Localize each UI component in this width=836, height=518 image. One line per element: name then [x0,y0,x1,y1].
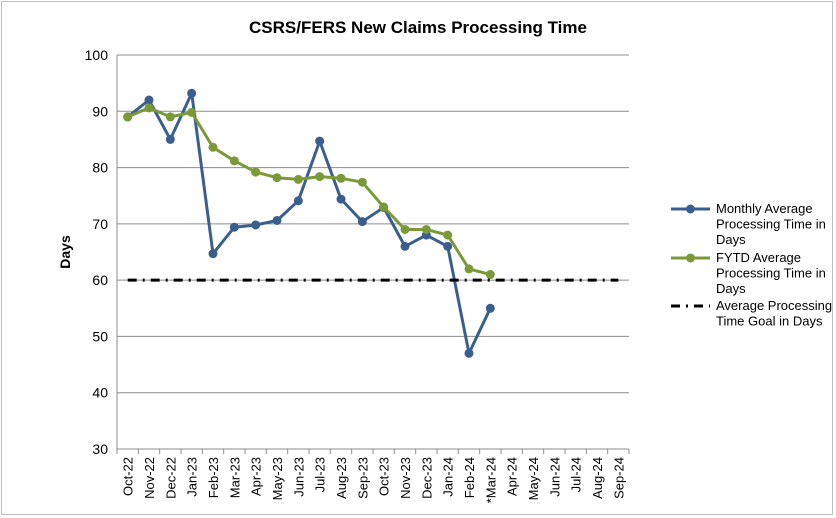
x-tick-label-may-24: May-24 [526,457,541,500]
series-line [127,106,491,276]
data-point [251,220,261,230]
data-point [357,217,367,227]
x-tick-label-nov-23: Nov-23 [398,457,413,499]
data-point [315,136,325,146]
data-point [357,177,367,187]
series-2 [123,103,495,280]
data-point [187,107,197,117]
series-line [126,91,492,355]
x-tick-label-dec-22: Dec-22 [163,457,178,499]
x-tick-label-sep-24: Sep-24 [611,457,626,499]
x-tick-label-jul-23: Jul-23 [313,457,328,492]
data-point [443,230,453,240]
data-point [123,112,133,122]
data-point [379,202,389,212]
legend-label: Time Goal in Days [716,314,823,329]
x-tick-label-jun-23: Jun-23 [291,457,306,497]
chart-title: CSRS/FERS New Claims Processing Time [249,18,587,37]
legend-label: Monthly Average [716,201,813,216]
data-point [251,167,261,177]
x-tick-label-sep-23: Sep-23 [355,457,370,499]
data-point [144,103,154,113]
data-point [293,196,303,206]
x-tick-label-nov-22: Nov-22 [142,457,157,499]
data-point [464,348,474,358]
x-tick-label-jul-24: Jul-24 [569,457,584,492]
legend-marker [686,253,695,263]
y-tick-label-50: 50 [92,328,108,344]
x-tick-label-jan-24: Jan-24 [441,457,456,497]
y-tick-label-30: 30 [92,441,108,457]
data-point [165,134,175,144]
data-point [400,224,410,234]
x-tick-label-dec-23: Dec-23 [419,457,434,499]
legend-label: Processing Time in [716,266,826,281]
x-tick-label-may-23: May-23 [270,457,285,500]
x-tick-label-apr-23: Apr-23 [249,457,264,496]
y-tick-label-80: 80 [92,160,108,176]
data-point [165,112,175,122]
x-tick-label-mar-23: Mar-23 [227,457,242,498]
data-point [464,264,474,274]
y-tick-label-70: 70 [92,216,108,232]
legend-label: Days [716,281,746,296]
data-point [315,172,325,182]
y-tick-label-60: 60 [92,272,108,288]
x-tick-label-aug-24: Aug-24 [590,457,605,499]
data-point [485,303,495,313]
data-point [485,270,495,280]
x-tick-label-jun-24: Jun-24 [547,457,562,497]
data-point [336,173,346,183]
data-point [400,241,410,251]
x-tick-label-feb-24: Feb-24 [462,457,477,498]
series-1 [123,88,495,358]
data-point [336,194,346,204]
x-tick-label-oct-23: Oct-23 [377,457,392,496]
legend-marker [686,204,695,214]
x-tick-label-apr-24: Apr-24 [505,457,520,496]
data-point [272,173,282,183]
y-axis-label: Days [57,235,73,269]
y-tick-label-100: 100 [85,47,109,63]
data-point [187,88,197,98]
x-tick-label-jan-23: Jan-23 [185,457,200,497]
x-tick-label-aug-23: Aug-23 [334,457,349,499]
data-point [144,95,154,105]
x-tick-label-feb-23: Feb-23 [206,457,221,498]
legend-label: Processing Time in [716,217,826,232]
data-point [421,224,431,234]
legend-label: Days [716,232,746,247]
data-point [208,142,218,152]
x-tick-label-oct-22: Oct-22 [121,457,136,496]
data-point [272,215,282,225]
data-point [443,241,453,251]
legend-label: FYTD Average [716,250,801,265]
data-point [229,156,239,166]
axes: 30 40 50 60 70 80 90 100 Oct-22 Nov-22 Dec-22 Jan-2… [85,47,630,503]
data-point [293,174,303,184]
data-point [208,249,218,259]
y-tick-label-90: 90 [92,103,108,119]
y-tick-label-40: 40 [92,385,108,401]
x-tick-label-star-mar-24: *Mar-24 [483,457,498,503]
series-layer [123,88,619,358]
legend-label: Average Processing [716,298,832,313]
data-point [229,222,239,232]
